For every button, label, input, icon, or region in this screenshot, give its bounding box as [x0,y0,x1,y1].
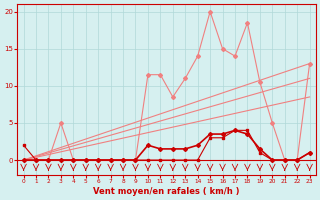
X-axis label: Vent moyen/en rafales ( km/h ): Vent moyen/en rafales ( km/h ) [93,187,240,196]
